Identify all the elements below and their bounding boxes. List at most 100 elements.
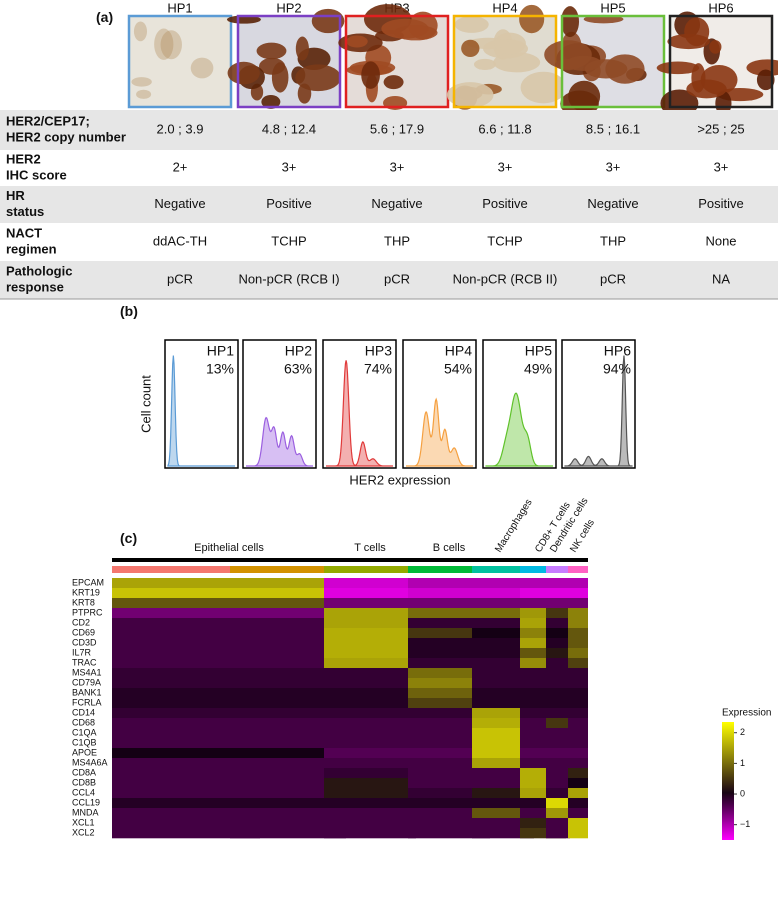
- heatmap-cell: [472, 638, 534, 649]
- gene-label: CD8B: [72, 777, 96, 787]
- colorbar-tick-label: −1: [740, 819, 750, 829]
- row-label: HER2: [6, 151, 41, 166]
- heatmap-cell: [230, 648, 346, 659]
- heatmap-cell: [568, 678, 588, 689]
- heatmap-cell: [568, 688, 588, 699]
- heatmap-cell: [408, 658, 490, 669]
- gene-label: CD3D: [72, 637, 97, 647]
- heatmap-cell: [324, 658, 416, 669]
- ihc-stain: [446, 82, 494, 108]
- heatmap-cell: [568, 668, 588, 679]
- heatmap-cell: [230, 668, 346, 679]
- heatmap-cell: [112, 578, 260, 589]
- heatmap-cell: [520, 808, 566, 819]
- heatmap-cell: [408, 718, 490, 729]
- ihc-stain: [454, 16, 489, 33]
- ihc-stain: [256, 42, 287, 60]
- heatmap-cell: [546, 618, 570, 629]
- gene-label: APOE: [72, 747, 97, 757]
- heatmap-cell: [230, 828, 346, 839]
- heatmap-cell: [546, 658, 570, 669]
- histogram-percent: 13%: [206, 361, 234, 377]
- heatmap-cell: [324, 818, 416, 829]
- heatmap-cell: [230, 798, 346, 809]
- gene-label: CCL19: [72, 797, 100, 807]
- heatmap-cell: [324, 758, 416, 769]
- heatmap-cell: [568, 628, 588, 639]
- heatmap-cell: [112, 748, 260, 759]
- heatmap-cell: [568, 608, 588, 619]
- heatmap-cell: [520, 628, 566, 639]
- heatmap-cell: [230, 608, 346, 619]
- heatmap-cell: [520, 818, 566, 829]
- heatmap-cell: [112, 818, 260, 829]
- image-label: HP1: [167, 0, 192, 15]
- heatmap-cell: [112, 688, 260, 699]
- heatmap-cell: [546, 598, 570, 609]
- heatmap-cell: [546, 578, 570, 589]
- cluster-label: Epithelial cells: [194, 542, 264, 554]
- histogram-curve: [564, 355, 633, 467]
- heatmap-cell: [324, 628, 416, 639]
- heatmap-cell: [408, 608, 490, 619]
- heatmap-cell: [546, 788, 570, 799]
- table-cell: >25 ; 25: [697, 121, 744, 136]
- table-cell: Negative: [371, 196, 422, 211]
- heatmap-cell: [568, 728, 588, 739]
- heatmap-cell: [472, 578, 534, 589]
- heatmap-cell: [112, 698, 260, 709]
- gene-label: KRT8: [72, 597, 95, 607]
- heatmap-cell: [112, 788, 260, 799]
- gene-label: MNDA: [72, 807, 99, 817]
- cluster-bar: [112, 558, 346, 562]
- heatmap-cell: [472, 618, 534, 629]
- heatmap-cell: [546, 668, 570, 679]
- ihc-stain: [473, 58, 496, 70]
- histogram-label: HP2: [285, 343, 312, 359]
- cluster-bar: [568, 558, 588, 562]
- gene-label: MS4A1: [72, 667, 102, 677]
- histogram-curve: [486, 392, 553, 467]
- heatmap-cell: [324, 598, 416, 609]
- ihc-stain: [461, 39, 480, 57]
- ihc-stain: [346, 35, 368, 48]
- histogram-frame: [561, 339, 636, 469]
- colorbar-tick-label: 0: [740, 788, 745, 798]
- row-label: HR: [6, 188, 25, 203]
- heatmap-cell: [472, 778, 534, 789]
- ihc-stain: [709, 40, 722, 54]
- heatmap-cell: [230, 588, 346, 599]
- ihc-stain: [297, 83, 312, 104]
- row-label: IHC score: [6, 167, 67, 182]
- heatmap-cell: [324, 648, 416, 659]
- colorbar-tick-label: 2: [740, 727, 745, 737]
- table-cell: THP: [384, 233, 410, 248]
- heatmap-cell: [546, 738, 570, 749]
- ihc-stain: [227, 61, 260, 85]
- cluster-color-bar: [230, 566, 346, 573]
- heatmap-cell: [324, 728, 416, 739]
- heatmap-cell: [568, 708, 588, 719]
- heatmap-cell: [408, 678, 490, 689]
- cluster-color-bar: [324, 566, 416, 573]
- heatmap-cell: [324, 798, 416, 809]
- row-label: HER2 copy number: [6, 129, 126, 144]
- heatmap-cell: [408, 578, 490, 589]
- heatmap-cell: [230, 788, 346, 799]
- heatmap-cell: [472, 768, 534, 779]
- heatmap-cell: [546, 758, 570, 769]
- heatmap-cell: [230, 738, 346, 749]
- table-cell: 3+: [282, 159, 297, 174]
- heatmap-cell: [568, 758, 588, 769]
- heatmap-cell: [408, 708, 490, 719]
- heatmap-cell: [472, 688, 534, 699]
- heatmap-cell: [230, 638, 346, 649]
- gene-label: TRAC: [72, 657, 97, 667]
- heatmap-cell: [546, 818, 570, 829]
- table-cell: 8.5 ; 16.1: [586, 121, 640, 136]
- heatmap-cell: [546, 808, 570, 819]
- heatmap-cell: [472, 628, 534, 639]
- heatmap-cell: [546, 778, 570, 789]
- heatmap-cell: [324, 718, 416, 729]
- histogram-label: HP5: [525, 343, 552, 359]
